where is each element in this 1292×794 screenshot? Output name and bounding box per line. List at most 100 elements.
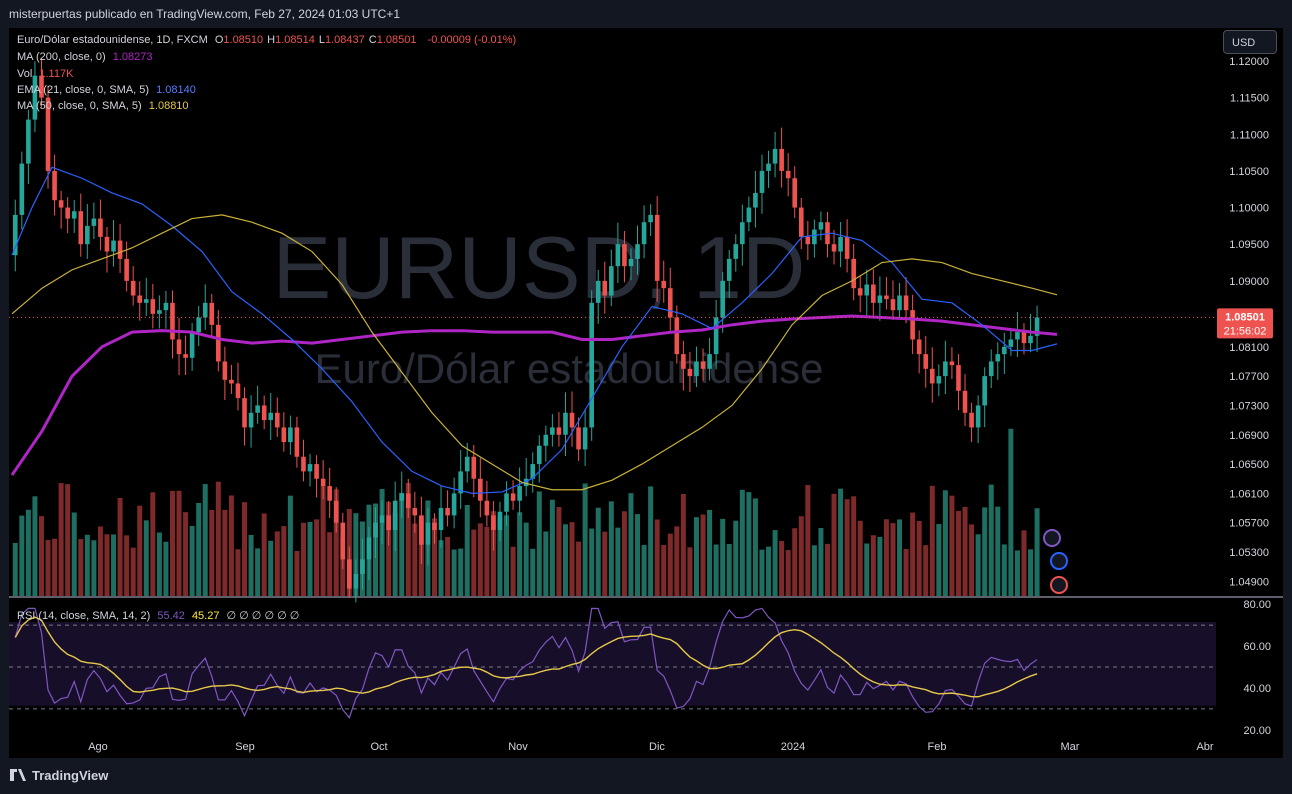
candle-body [759,170,765,193]
candle-body [779,148,784,171]
candle-body [189,332,195,358]
volume-bar [117,497,123,596]
candle-body [445,508,450,516]
volume-bar [189,525,195,596]
volume-bar [536,491,542,596]
chart-svg[interactable]: EURUSD, 1D Euro/Dólar estadounidense 1.120… [9,28,1283,758]
volume-bar [890,523,896,596]
volume-bar [412,523,418,596]
volume-bar [274,531,280,596]
candle-body [956,365,961,391]
tradingview-logo[interactable]: TradingView [10,768,108,783]
volume-bar [903,548,909,596]
volume-bar [870,535,876,596]
legend-rsi: RSI (14, close, SMA, 14, 2) 55.42 45.27 … [17,609,303,622]
candle-body [615,244,621,267]
candle-body [805,236,811,245]
volume-bar [477,523,483,596]
candle-body [471,456,477,479]
rsi-ma-value: 45.27 [191,610,220,622]
candle-body [451,493,457,516]
volume-bar [445,536,451,596]
volume-bar [222,509,228,596]
volume-bar [91,540,97,596]
volume-bar [504,515,510,596]
volume-bar [1014,550,1020,596]
watermark-name: Euro/Dólar estadounidense [314,345,823,392]
volume-bar [268,540,274,596]
volume-bar [589,528,595,596]
ohlc-key-h: H [267,34,276,46]
candle-body [314,464,319,479]
candle-body [510,493,516,501]
candle-body [163,302,169,311]
volume-bar [32,496,38,596]
candle-body [412,508,418,516]
volume-bar [19,515,25,596]
candle-body [150,299,156,314]
candle-body [170,302,175,340]
volume-bar [674,526,680,596]
chart-area[interactable]: EURUSD, 1D Euro/Dólar estadounidense 1.120… [9,28,1283,758]
volume-bar [949,495,955,596]
volume-bar [386,501,392,596]
ohlc-key-l: L [318,34,325,46]
currency-button[interactable]: USD [1223,30,1277,54]
ma50-value: 1.08810 [148,100,189,112]
candle-body [360,559,365,575]
volume-bar [595,507,601,596]
volume-bar [883,519,889,596]
candle-body [995,354,1001,362]
time-tick-label: Abr [1196,741,1213,753]
legend-change: -0.00009 (-0.01%) [427,34,517,46]
candle-body [550,427,555,435]
price-tick-label: 1.09500 [1229,239,1269,251]
candle-body [1015,332,1020,340]
candle-body [772,148,778,164]
price-tick-label: 1.06100 [1229,488,1269,500]
candle-body [707,354,712,369]
candle-body [595,280,601,303]
price-tick-label: 1.06500 [1229,459,1269,471]
candle-body [65,207,70,219]
volume-bar [936,523,942,596]
volume-bar [831,493,837,596]
ma50-label: MA (50, close, 0, SMA, 5) [17,100,142,112]
candle-body [740,222,745,245]
candle-body [85,225,90,245]
volume-bar [58,483,64,596]
candle-body [327,486,332,501]
volume-bar [399,492,405,596]
candle-body [609,266,614,296]
volume-bar [910,512,916,596]
candle-body [143,299,149,303]
ema21-line [11,166,1058,494]
candle-body [379,515,385,523]
volume-bar [713,544,719,596]
candle-body [392,500,398,531]
volume-bar [300,522,306,596]
volume-bar [84,534,90,596]
candle-body [497,511,503,531]
candle-body [373,522,378,538]
candle-body [798,207,804,237]
volume-bar [143,520,149,596]
candle-body [969,412,974,428]
volume-bar [196,502,202,596]
candle-body [569,412,575,428]
legend-vol: Vol 1.117K [17,68,77,80]
candle-body [98,218,103,237]
candle-body [104,236,110,252]
candle-body [58,200,64,208]
candle-body [726,258,732,281]
candle-body [857,288,863,296]
candle-body [1034,317,1040,336]
volume-bar [327,532,333,596]
legend-ema21: EMA (21, close, 0, SMA, 5) 1.08140 [17,84,200,96]
candle-body [916,339,922,355]
volume-bar [838,488,844,596]
candle-body [792,178,798,208]
volume-bar [726,544,732,596]
candle-body [681,354,686,369]
volume-bar [405,482,411,596]
